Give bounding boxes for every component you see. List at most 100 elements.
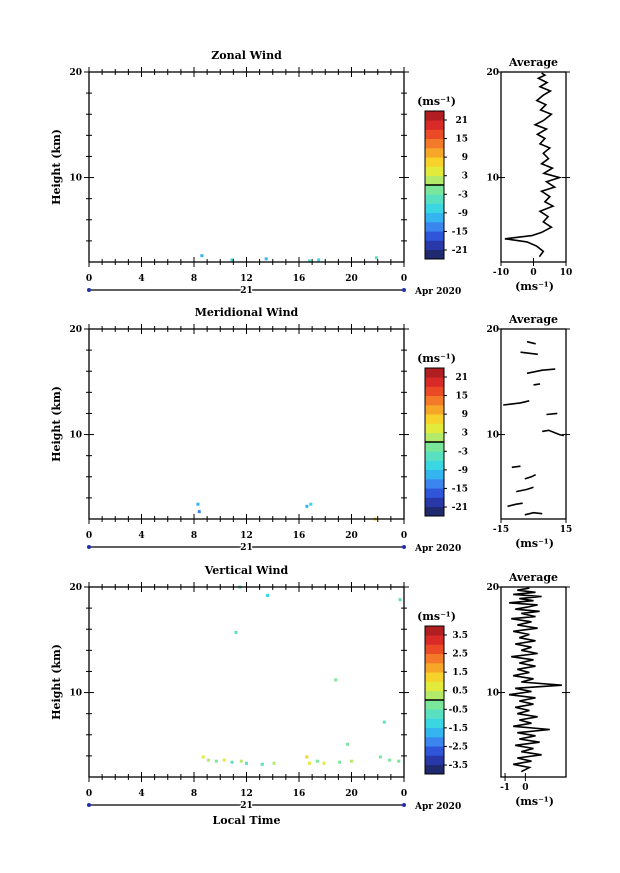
colorbar-swatch <box>425 755 444 766</box>
colorbar-swatch <box>425 185 444 195</box>
day-label: 21 <box>240 543 253 553</box>
average-title: Average <box>508 56 558 69</box>
date-label: Apr 2020 <box>414 802 461 812</box>
colorbar-swatch <box>425 672 444 682</box>
colorbar-swatch <box>425 231 444 241</box>
average-x-tick-label: 0 <box>530 268 536 278</box>
colorbar-tick-label: 15 <box>455 135 468 145</box>
colorbar-tick-label: -1.5 <box>449 724 468 734</box>
average-profile-line <box>511 465 521 469</box>
data-point <box>397 759 401 763</box>
y-axis-label: Height (km) <box>50 644 63 720</box>
colorbar-swatch <box>425 175 444 186</box>
day-marker <box>402 803 406 807</box>
y-axis-label: Height (km) <box>50 129 63 205</box>
colorbar-tick-label: 9 <box>462 153 468 163</box>
colorbar-swatch <box>425 469 444 480</box>
colorbar-swatch <box>425 479 444 489</box>
colorbar-swatch <box>425 746 444 756</box>
x-tick-label: 12 <box>240 274 253 284</box>
colorbar-swatch <box>425 727 444 738</box>
colorbar-swatch <box>425 157 444 167</box>
day-marker <box>87 545 91 549</box>
data-point <box>230 760 234 764</box>
colorbar-swatch <box>425 442 444 452</box>
colorbar-tick-label: -9 <box>458 209 468 219</box>
x-tick-label: 20 <box>345 789 358 799</box>
data-point <box>388 758 392 762</box>
data-point <box>350 759 353 763</box>
colorbar-swatch <box>425 414 444 424</box>
colorbar-tick-label: -21 <box>452 246 468 256</box>
data-point <box>308 761 311 765</box>
x-tick-label: 0 <box>86 531 92 541</box>
data-point <box>334 678 338 682</box>
data-point <box>338 760 342 764</box>
average-profile-line <box>508 587 562 773</box>
average-frame <box>500 71 567 263</box>
plot-frame <box>88 328 405 520</box>
day-marker <box>87 803 91 807</box>
colorbar-swatch <box>425 626 444 636</box>
x-tick-label: 0 <box>86 274 92 284</box>
data-point <box>196 502 200 506</box>
data-point <box>308 259 311 263</box>
average-y-tick-label: 10 <box>486 431 499 441</box>
data-point <box>197 510 201 514</box>
colorbar-swatch <box>425 690 444 701</box>
average-title: Average <box>508 313 558 326</box>
y-tick-label: 10 <box>69 431 82 441</box>
colorbar-swatch <box>425 111 444 121</box>
average-profile-line <box>503 400 530 406</box>
panel-1: Zonal Wind 20 10 Height (km) 0 4 8 12 16 20 0 21 Apr… <box>50 49 572 298</box>
colorbar-tick-label: 3 <box>462 429 468 439</box>
x-tick-label: 16 <box>293 531 306 541</box>
x-tick-label: 16 <box>293 274 306 284</box>
x-tick-label: 12 <box>240 789 253 799</box>
colorbar-tick-label: 21 <box>455 116 468 126</box>
average-profile-line <box>524 511 543 516</box>
data-point <box>245 761 248 765</box>
data-point <box>398 598 402 602</box>
average-frame <box>500 586 567 778</box>
data-points <box>196 502 377 521</box>
colorbar-tick-label: -15 <box>452 484 468 494</box>
average-x-tick-label: -1 <box>500 783 510 793</box>
average-x-tick-label: -10 <box>493 268 509 278</box>
y-tick-label: 20 <box>69 68 82 78</box>
colorbar-swatch <box>425 737 444 747</box>
data-point <box>200 254 204 258</box>
colorbar-swatch <box>425 497 444 508</box>
average-x-tick-label: 15 <box>560 525 573 535</box>
panel-title: Meridional Wind <box>195 306 299 319</box>
x-tick-label: 4 <box>138 531 144 541</box>
x-tick-label: 0 <box>401 789 407 799</box>
colorbar-swatch <box>425 377 444 387</box>
colorbar-unit: (ms⁻¹) <box>417 95 456 108</box>
data-point <box>378 755 382 759</box>
data-point <box>260 762 264 766</box>
average-y-tick-label: 20 <box>486 68 499 78</box>
average-x-label: (ms⁻¹) <box>515 537 554 550</box>
colorbar-tick-label: -0.5 <box>449 705 468 715</box>
colorbar-swatch <box>425 451 444 461</box>
day-marker <box>402 545 406 549</box>
colorbar-swatch <box>425 423 444 434</box>
colorbar-swatch <box>425 460 444 471</box>
colorbar-unit: (ms⁻¹) <box>417 610 456 623</box>
colorbar-tick-label: 2.5 <box>452 650 468 660</box>
x-tick-label: 0 <box>401 274 407 284</box>
colorbar-swatch <box>425 405 444 415</box>
colorbar-tick-label: -21 <box>452 503 468 513</box>
colorbar-swatch <box>425 203 444 214</box>
panel-3: Vertical Wind 20 10 Height (km) 0 4 8 12 16 20 0 21… <box>50 564 570 827</box>
colorbar-swatch <box>425 120 444 130</box>
date-label: Apr 2020 <box>414 287 461 297</box>
colorbar-swatch <box>425 194 444 204</box>
average-title: Average <box>508 571 558 584</box>
day-marker <box>87 288 91 292</box>
colorbar-unit: (ms⁻¹) <box>417 352 456 365</box>
data-point <box>322 761 326 765</box>
average-y-tick-label: 10 <box>486 689 499 699</box>
